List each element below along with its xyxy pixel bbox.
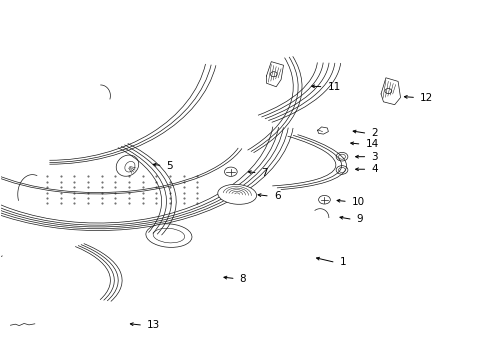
Ellipse shape — [116, 155, 139, 176]
Text: 8: 8 — [239, 274, 246, 284]
Text: 10: 10 — [351, 197, 364, 207]
Text: 6: 6 — [273, 191, 280, 201]
Text: 12: 12 — [419, 93, 432, 103]
Text: 1: 1 — [339, 257, 346, 267]
Ellipse shape — [217, 184, 256, 204]
Text: 14: 14 — [365, 139, 378, 149]
Text: 11: 11 — [327, 82, 340, 92]
Text: 7: 7 — [261, 168, 267, 178]
Text: 5: 5 — [166, 161, 173, 171]
Text: 2: 2 — [370, 129, 377, 138]
Ellipse shape — [153, 228, 184, 243]
Text: 9: 9 — [356, 215, 363, 224]
Text: 3: 3 — [370, 152, 377, 162]
Text: 4: 4 — [370, 164, 377, 174]
Ellipse shape — [145, 224, 192, 247]
Text: 13: 13 — [147, 320, 160, 330]
